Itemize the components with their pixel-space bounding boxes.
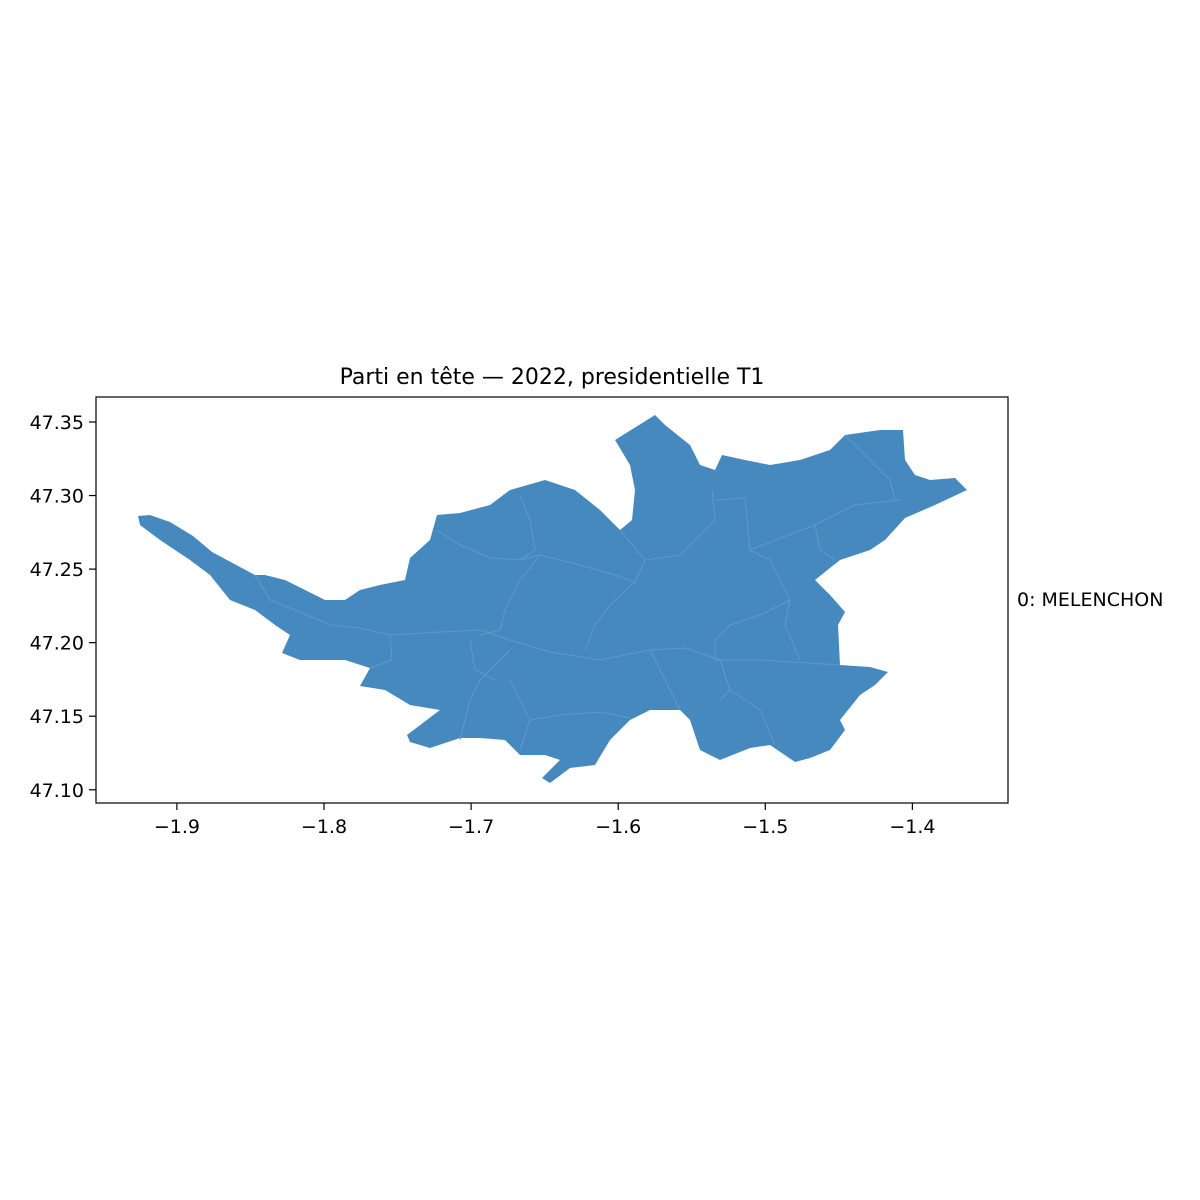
x-axis: −1.9 −1.8 −1.7 −1.6 −1.5 −1.4 — [154, 803, 935, 838]
district-boundary-line — [479, 554, 541, 636]
district-boundary-line — [584, 581, 636, 651]
district-boundary-line — [644, 489, 716, 561]
x-tick-label: −1.4 — [889, 816, 935, 838]
x-tick-label: −1.9 — [154, 816, 200, 838]
x-tick-label: −1.6 — [595, 816, 641, 838]
district-boundary-line — [369, 634, 393, 669]
district-boundary-line — [529, 711, 631, 721]
chart-title: Parti en tête — 2022, presidentielle T1 — [340, 365, 765, 390]
district-boundary-line — [844, 434, 896, 501]
district-boundary-line — [254, 574, 391, 636]
x-tick-label: −1.8 — [301, 816, 347, 838]
y-tick-label: 47.10 — [30, 780, 84, 802]
district-boundary-line — [784, 599, 801, 661]
y-tick-label: 47.30 — [30, 486, 84, 508]
legend-entry: 0: MELENCHON — [1017, 589, 1163, 611]
map-region-group — [138, 415, 967, 783]
district-boundary-line — [509, 679, 531, 751]
y-axis: 47.10 47.15 47.20 47.25 47.30 47.35 — [30, 412, 96, 802]
district-boundary-line — [749, 499, 901, 551]
plot-frame — [95, 396, 1009, 804]
y-tick-label: 47.35 — [30, 412, 84, 434]
district-boundary-line — [729, 689, 776, 746]
district-boundary-line — [715, 659, 841, 666]
y-tick-label: 47.20 — [30, 633, 84, 655]
y-tick-label: 47.15 — [30, 706, 84, 728]
district-boundary-line — [389, 629, 721, 661]
x-tick-label: −1.7 — [448, 816, 494, 838]
district-boundary-line — [459, 649, 511, 741]
map-region-outline — [138, 415, 967, 783]
district-boundary-line — [469, 639, 496, 681]
district-boundary-line — [649, 649, 681, 711]
district-boundaries — [254, 434, 901, 751]
x-tick-label: −1.5 — [742, 816, 788, 838]
y-tick-label: 47.25 — [30, 559, 84, 581]
district-boundary-line — [814, 524, 836, 561]
